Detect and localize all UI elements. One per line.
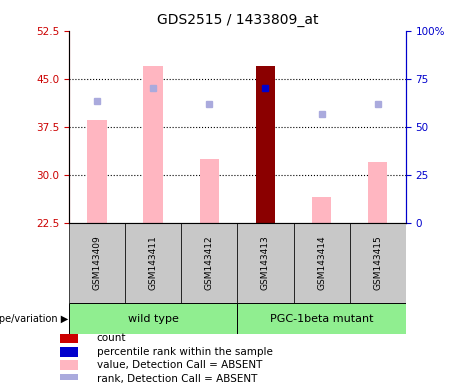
Bar (69, 223, 125, 303)
Bar (237, 223, 294, 303)
Bar (349, 223, 406, 303)
Text: GSM143413: GSM143413 (261, 236, 270, 290)
Bar (256, 66, 275, 223)
Text: count: count (97, 333, 126, 343)
Bar (143, 66, 163, 223)
Bar (125, 223, 181, 303)
Bar (200, 159, 219, 223)
Bar (88, 120, 107, 223)
Bar (294, 223, 349, 303)
Text: GSM143414: GSM143414 (317, 236, 326, 290)
Bar (181, 223, 237, 303)
Bar (69, 303, 237, 334)
Text: PGC-1beta mutant: PGC-1beta mutant (270, 314, 373, 324)
Bar (60, 360, 78, 371)
Title: GDS2515 / 1433809_at: GDS2515 / 1433809_at (157, 13, 318, 27)
Bar (312, 197, 331, 223)
Bar (60, 374, 78, 384)
Text: GSM143409: GSM143409 (93, 236, 102, 290)
Text: GSM143412: GSM143412 (205, 236, 214, 290)
Text: GSM143411: GSM143411 (149, 236, 158, 290)
Text: genotype/variation ▶: genotype/variation ▶ (0, 314, 68, 324)
Text: percentile rank within the sample: percentile rank within the sample (97, 347, 273, 357)
Bar (60, 333, 78, 343)
Text: value, Detection Call = ABSENT: value, Detection Call = ABSENT (97, 361, 262, 371)
Bar (368, 162, 387, 223)
Text: wild type: wild type (128, 314, 179, 324)
Text: rank, Detection Call = ABSENT: rank, Detection Call = ABSENT (97, 374, 257, 384)
Bar (60, 346, 78, 357)
Bar (237, 303, 406, 334)
Text: GSM143415: GSM143415 (373, 236, 382, 290)
